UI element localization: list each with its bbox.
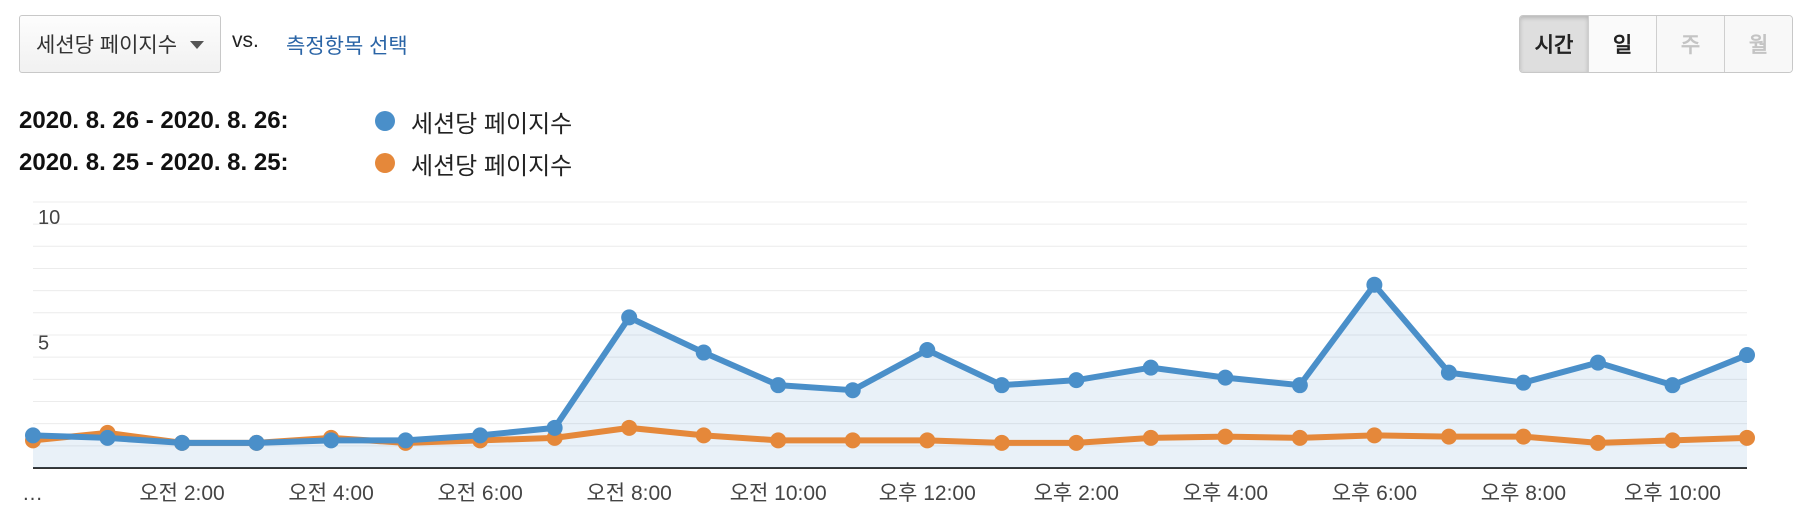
data-point-0 [1142,359,1159,376]
x-tick-label: 오전 4:00 [288,482,373,505]
data-point-1 [993,434,1010,451]
legend-series-name: 세션당 페이지수 [411,152,573,180]
x-tick-label: 오후 6:00 [1332,482,1417,505]
period-week-button: 주 [1656,16,1724,72]
legend-date-range: 2020. 8. 26 - 2020. 8. 26: [19,107,289,134]
data-point-1 [695,427,712,444]
x-tick-label: 오후 4:00 [1183,482,1268,505]
data-point-0 [472,427,489,444]
data-point-0 [25,427,41,444]
y-tick-label: 5 [38,333,49,355]
data-point-1 [621,419,638,436]
data-point-0 [1291,377,1308,394]
x-tick-label: 오전 6:00 [437,482,522,505]
x-tick-label: 오후 8:00 [1481,482,1566,505]
period-toggle: 시간 일 주 월 [1519,15,1793,73]
data-point-1 [1664,432,1681,449]
data-point-1 [1068,434,1085,451]
data-point-1 [844,432,861,449]
period-month-button: 월 [1724,16,1792,72]
data-point-0 [844,382,861,399]
x-tick-label: 오후 2:00 [1034,482,1119,505]
data-point-0 [1366,276,1383,293]
x-tick-label: 오후 12:00 [879,482,976,505]
x-tick-label: 오전 10:00 [730,482,827,505]
data-point-0 [397,432,414,449]
data-point-0 [993,377,1010,394]
data-point-1 [1440,428,1457,445]
data-point-0 [1515,374,1532,391]
data-point-1 [1142,429,1159,446]
data-point-1 [1366,427,1383,444]
data-point-0 [248,434,265,451]
metric-select[interactable]: 세션당 페이지수 [19,15,221,73]
data-point-0 [174,434,191,451]
x-tick-label: 오전 8:00 [586,482,671,505]
data-point-0 [99,429,116,446]
x-tick-label: … [22,482,43,505]
y-tick-label: 10 [38,207,60,229]
legend-date-range: 2020. 8. 25 - 2020. 8. 25: [19,149,289,176]
data-point-0 [919,342,936,359]
series-area-0 [33,284,1747,468]
data-point-0 [1739,347,1755,364]
caret-down-icon [190,41,204,49]
line-chart: 10 5 … 오전 2:00 오전 4:00 오전 6:00 오전 8:00 오전 10:00… [22,201,1755,505]
data-point-0 [1664,377,1681,394]
data-point-1 [1589,434,1606,451]
legend-series-name: 세션당 페이지수 [411,110,573,138]
data-point-1 [1291,429,1308,446]
data-point-1 [770,432,787,449]
period-day-button[interactable]: 일 [1588,16,1656,72]
data-point-0 [621,309,638,326]
legend-dot-icon [375,111,395,131]
data-point-0 [1217,369,1234,386]
data-point-1 [1739,429,1755,446]
vs-label: vs. [232,29,259,52]
data-point-1 [1217,428,1234,445]
series-line-0 [30,281,1750,446]
legend-entry-current: 2020. 8. 26 - 2020. 8. 26: 세션당 페이지수 [19,106,573,138]
data-point-0 [770,377,787,394]
data-point-0 [546,419,563,436]
x-tick-label: 오후 10:00 [1624,482,1721,505]
period-hour-button[interactable]: 시간 [1520,16,1588,72]
compare-metric-link[interactable]: 측정항목 선택 [286,35,408,58]
data-point-1 [919,432,936,449]
data-point-1 [1515,428,1532,445]
data-point-0 [1440,364,1457,381]
data-point-0 [695,344,712,361]
metric-select-label: 세션당 페이지수 [36,34,178,57]
data-point-0 [1068,372,1085,389]
x-tick-label: 오전 2:00 [139,482,224,505]
data-point-0 [1589,354,1606,371]
legend-entry-previous: 2020. 8. 25 - 2020. 8. 25: 세션당 페이지수 [19,148,573,180]
legend-dot-icon [375,153,395,173]
data-point-0 [323,432,340,449]
